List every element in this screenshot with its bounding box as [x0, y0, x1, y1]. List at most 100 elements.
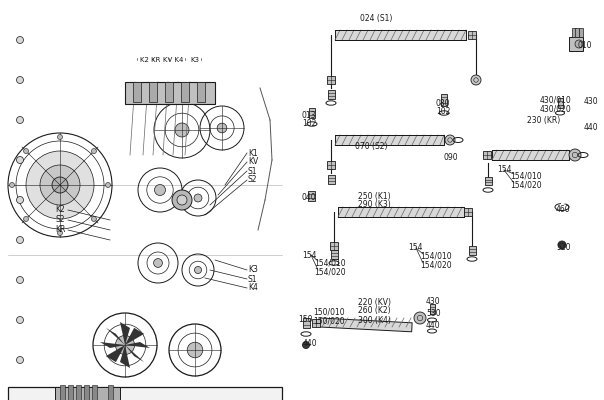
Circle shape: [575, 40, 583, 48]
Text: 010: 010: [577, 40, 591, 50]
Circle shape: [40, 165, 80, 205]
Text: KR: KR: [55, 226, 65, 234]
Circle shape: [153, 258, 162, 267]
Bar: [327, 161, 335, 169]
Circle shape: [445, 135, 455, 145]
Circle shape: [16, 316, 24, 324]
Bar: [125, 82, 215, 104]
Text: 040: 040: [302, 194, 316, 202]
Circle shape: [187, 342, 203, 358]
Bar: [133, 82, 141, 102]
Bar: [335, 30, 466, 40]
Text: 090: 090: [443, 154, 458, 162]
Text: 300 (K4): 300 (K4): [358, 316, 391, 324]
Text: 102: 102: [436, 108, 451, 116]
Text: 430/020: 430/020: [540, 104, 572, 114]
Text: 440: 440: [426, 320, 441, 330]
Bar: [165, 82, 173, 102]
Text: 154/010: 154/010: [510, 172, 542, 180]
Circle shape: [175, 123, 189, 137]
Text: 154: 154: [497, 166, 512, 174]
Text: 154: 154: [408, 244, 423, 252]
Text: 024 (S1): 024 (S1): [360, 14, 393, 22]
Circle shape: [16, 236, 24, 244]
Text: KV: KV: [248, 158, 259, 166]
Bar: [76, 385, 81, 400]
Text: KV K4: KV K4: [163, 57, 184, 63]
Text: K4: K4: [248, 284, 258, 292]
Bar: [312, 319, 320, 327]
Bar: [429, 304, 434, 314]
Text: 154/020: 154/020: [420, 260, 452, 270]
Polygon shape: [125, 345, 144, 362]
Text: 154/010: 154/010: [314, 258, 345, 268]
Text: S2: S2: [55, 216, 65, 224]
Circle shape: [26, 151, 94, 219]
Bar: [320, 318, 412, 332]
Bar: [149, 82, 157, 102]
Bar: [484, 177, 492, 185]
Circle shape: [10, 182, 14, 188]
Circle shape: [115, 335, 135, 354]
Text: S1: S1: [248, 274, 257, 284]
Circle shape: [155, 184, 165, 196]
Text: 150/020: 150/020: [313, 316, 345, 326]
Polygon shape: [100, 342, 125, 348]
Polygon shape: [120, 345, 130, 368]
Text: K3: K3: [190, 57, 199, 63]
Circle shape: [91, 148, 97, 154]
Circle shape: [172, 190, 192, 210]
Text: 070 (S2): 070 (S2): [355, 142, 388, 150]
Bar: [84, 385, 89, 400]
Bar: [483, 151, 491, 159]
Polygon shape: [125, 328, 144, 345]
Text: 154: 154: [302, 250, 316, 260]
Circle shape: [16, 116, 24, 124]
Text: 290 (K3): 290 (K3): [358, 200, 391, 210]
Text: 440: 440: [584, 124, 599, 132]
Text: 154/010: 154/010: [420, 252, 452, 260]
Polygon shape: [120, 322, 130, 345]
Bar: [55, 387, 120, 400]
Polygon shape: [106, 328, 125, 345]
Text: 430/010: 430/010: [540, 96, 572, 104]
Bar: [572, 28, 576, 37]
Text: 530: 530: [426, 310, 441, 318]
Circle shape: [16, 196, 24, 204]
Bar: [468, 31, 476, 39]
Bar: [464, 208, 472, 216]
Bar: [92, 385, 97, 400]
Text: 460: 460: [556, 206, 571, 214]
Bar: [441, 94, 447, 106]
Bar: [309, 108, 315, 118]
Circle shape: [569, 149, 581, 161]
Bar: [330, 242, 338, 250]
Text: 260 (K2): 260 (K2): [358, 306, 391, 316]
Circle shape: [52, 177, 68, 193]
Circle shape: [303, 342, 309, 348]
Text: S1: S1: [248, 166, 257, 176]
Text: S2: S2: [248, 176, 257, 184]
Circle shape: [57, 134, 62, 140]
Text: K1: K1: [248, 148, 258, 158]
Text: 430: 430: [584, 98, 599, 106]
Text: 154/020: 154/020: [510, 180, 542, 190]
Text: 080: 080: [436, 100, 451, 108]
Circle shape: [16, 276, 24, 284]
Text: 150/010: 150/010: [313, 308, 345, 316]
Bar: [557, 98, 562, 108]
Bar: [60, 385, 65, 400]
Bar: [338, 207, 464, 217]
Bar: [181, 82, 189, 102]
Polygon shape: [125, 342, 150, 348]
Bar: [469, 246, 475, 254]
Bar: [575, 28, 579, 37]
Text: K2: K2: [55, 206, 65, 214]
Circle shape: [16, 76, 24, 84]
Bar: [197, 82, 205, 102]
Text: 250 (K1): 250 (K1): [358, 192, 391, 200]
Circle shape: [16, 36, 24, 44]
Text: 154/020: 154/020: [314, 268, 345, 276]
Circle shape: [194, 266, 202, 274]
Circle shape: [57, 230, 62, 236]
